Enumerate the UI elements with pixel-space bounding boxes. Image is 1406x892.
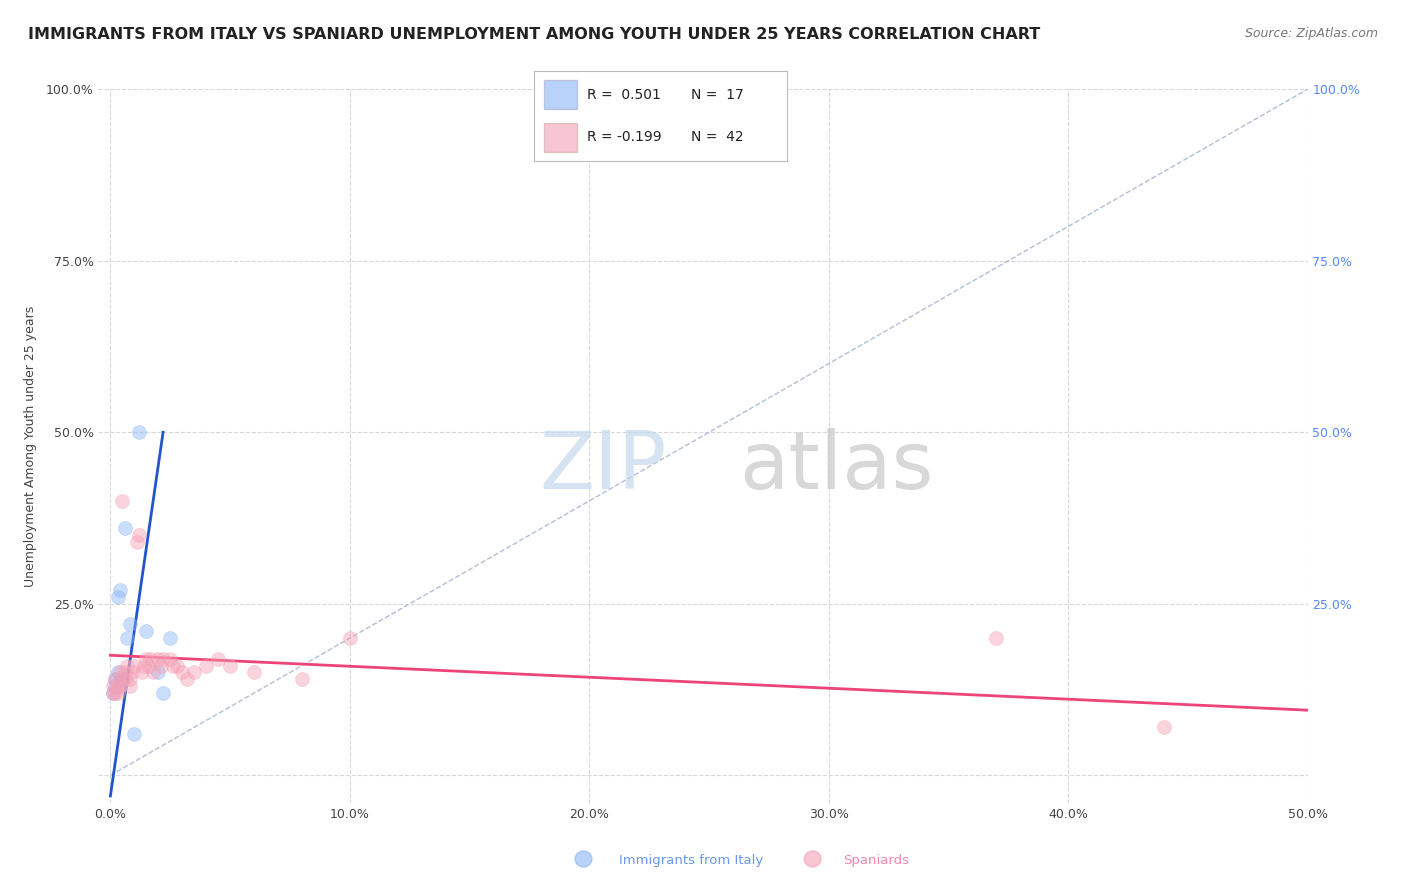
Point <box>149 658 172 673</box>
Point <box>115 658 138 673</box>
Text: IMMIGRANTS FROM ITALY VS SPANIARD UNEMPLOYMENT AMONG YOUTH UNDER 25 YEARS CORREL: IMMIGRANTS FROM ITALY VS SPANIARD UNEMPL… <box>28 27 1040 42</box>
Point <box>152 686 174 700</box>
Point <box>124 658 146 673</box>
Point <box>125 535 148 549</box>
Point <box>104 679 127 693</box>
FancyBboxPatch shape <box>544 80 578 109</box>
Point <box>128 425 150 440</box>
FancyBboxPatch shape <box>544 123 578 152</box>
Point <box>108 665 131 680</box>
Point <box>118 617 141 632</box>
Point <box>114 521 136 535</box>
Point <box>104 673 127 687</box>
Point <box>121 665 143 680</box>
Point <box>291 673 314 687</box>
Point <box>118 679 141 693</box>
Point <box>107 686 129 700</box>
Y-axis label: Unemployment Among Youth under 25 years: Unemployment Among Youth under 25 years <box>24 305 38 587</box>
Point <box>132 658 155 673</box>
Text: Immigrants from Italy: Immigrants from Italy <box>619 855 763 867</box>
Point <box>108 679 131 693</box>
Text: Source: ZipAtlas.com: Source: ZipAtlas.com <box>1244 27 1378 40</box>
Point <box>1153 720 1175 734</box>
Point <box>148 665 170 680</box>
Point <box>139 651 162 665</box>
Point <box>107 590 129 604</box>
Point <box>128 528 150 542</box>
Point <box>131 665 153 680</box>
Point <box>101 686 124 700</box>
Text: N =  17: N = 17 <box>692 87 744 102</box>
Point <box>118 673 141 687</box>
Text: R = -0.199: R = -0.199 <box>588 130 662 145</box>
Point <box>148 651 170 665</box>
Point <box>124 727 146 741</box>
Point <box>111 494 134 508</box>
Point <box>152 651 174 665</box>
Point <box>183 665 205 680</box>
Point <box>104 673 127 687</box>
Point <box>114 665 136 680</box>
Point <box>166 658 188 673</box>
Point <box>101 686 124 700</box>
Point <box>243 665 266 680</box>
Point <box>107 679 129 693</box>
Point <box>135 651 157 665</box>
Point <box>101 679 124 693</box>
Point <box>172 665 194 680</box>
Point <box>135 624 157 639</box>
Point <box>159 631 181 645</box>
Text: ZIP: ZIP <box>540 428 666 507</box>
Point <box>219 658 242 673</box>
Text: N =  42: N = 42 <box>692 130 744 145</box>
Point <box>162 658 184 673</box>
Point <box>108 679 131 693</box>
Text: R =  0.501: R = 0.501 <box>588 87 661 102</box>
Point <box>207 651 229 665</box>
Point <box>114 673 136 687</box>
Point <box>111 673 134 687</box>
Point <box>138 658 160 673</box>
Text: atlas: atlas <box>740 428 934 507</box>
Point <box>339 631 361 645</box>
Point <box>195 658 218 673</box>
Point <box>111 673 134 687</box>
Point <box>108 583 131 598</box>
Text: Spaniards: Spaniards <box>844 855 910 867</box>
Point <box>986 631 1008 645</box>
Point <box>142 665 165 680</box>
Point <box>159 651 181 665</box>
Point <box>176 673 198 687</box>
Point <box>104 686 127 700</box>
Point <box>115 631 138 645</box>
Point <box>107 665 129 680</box>
